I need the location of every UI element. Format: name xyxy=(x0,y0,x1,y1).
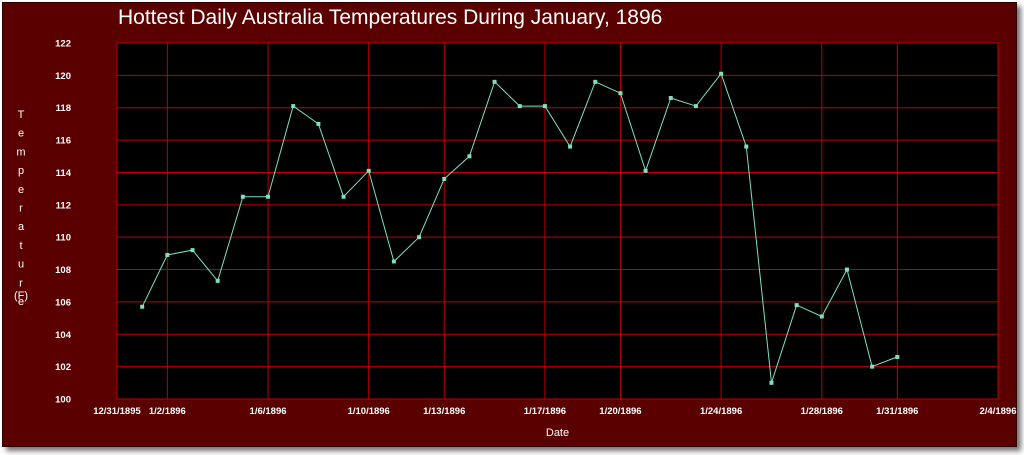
x-tick-label: 1/31/1896 xyxy=(876,406,918,417)
data-point xyxy=(190,248,195,253)
data-point xyxy=(693,104,698,109)
data-point xyxy=(542,104,547,109)
y-tick-label: 110 xyxy=(56,233,71,244)
y-axis-title-letter: a xyxy=(18,221,25,233)
data-point xyxy=(719,71,724,76)
y-axis-title-letter: r xyxy=(19,203,23,215)
y-axis-title: Temperature xyxy=(16,109,25,308)
data-point xyxy=(165,252,170,257)
y-axis-title-letter: T xyxy=(18,109,25,121)
y-tick-label: 112 xyxy=(56,200,71,211)
data-point xyxy=(568,144,573,149)
data-point xyxy=(492,79,497,84)
y-axis-title-letter: p xyxy=(18,165,24,177)
data-point xyxy=(467,154,472,159)
x-tick-label: 1/17/1896 xyxy=(524,406,566,417)
data-point xyxy=(291,104,296,109)
data-point xyxy=(417,235,422,240)
x-tick-label: 1/28/1896 xyxy=(801,406,843,417)
plot-area xyxy=(117,43,998,399)
y-axis-title-letter: u xyxy=(18,259,24,271)
y-tick-label: 116 xyxy=(56,136,71,147)
x-tick-label: 1/6/1896 xyxy=(250,406,287,417)
data-point xyxy=(870,364,875,369)
data-point xyxy=(769,380,774,385)
data-point xyxy=(517,104,522,109)
y-tick-label: 106 xyxy=(55,297,71,308)
y-axis-title-letter: t xyxy=(19,240,22,252)
y-tick-label: 122 xyxy=(55,39,71,50)
data-point xyxy=(240,194,245,199)
data-points xyxy=(140,71,900,385)
y-axis-title-letter: e xyxy=(18,128,24,140)
data-point xyxy=(819,314,824,319)
data-point xyxy=(391,259,396,264)
data-point xyxy=(215,278,220,283)
y-tick-label: 108 xyxy=(55,265,71,276)
data-point xyxy=(668,96,673,101)
data-point xyxy=(140,304,145,309)
y-tick-label: 100 xyxy=(55,395,71,406)
data-point xyxy=(618,91,623,96)
y-tick-label: 120 xyxy=(55,71,71,82)
data-point xyxy=(341,194,346,199)
x-tick-label: 1/20/1896 xyxy=(599,406,641,417)
data-point xyxy=(316,121,321,126)
chart-title: Hottest Daily Australia Temperatures Dur… xyxy=(118,6,663,29)
x-axis: 12/31/1895 1/2/1896 1/6/1896 1/10/1896 1/13/… xyxy=(93,406,1016,417)
x-tick-label: 1/24/1896 xyxy=(700,406,742,417)
y-axis-title-letter: e xyxy=(18,184,24,196)
y-tick-label: 104 xyxy=(55,330,72,341)
data-point xyxy=(442,176,447,181)
data-point xyxy=(844,267,849,272)
x-tick-label: 1/10/1896 xyxy=(348,406,390,417)
y-tick-label: 102 xyxy=(55,362,71,373)
data-point xyxy=(593,79,598,84)
y-axis-title-letter: m xyxy=(16,146,25,158)
y-tick-label: 114 xyxy=(56,168,72,179)
data-point xyxy=(744,144,749,149)
data-point xyxy=(794,303,799,308)
y-axis-title-letter: e xyxy=(18,296,24,308)
data-point xyxy=(366,168,371,173)
x-axis-title: Date xyxy=(546,427,569,439)
data-point xyxy=(266,194,271,199)
x-tick-label: 1/13/1896 xyxy=(423,406,465,417)
y-axis-unit: (F) xyxy=(14,290,28,302)
y-axis-title-letter: r xyxy=(19,277,23,289)
data-point xyxy=(643,168,648,173)
y-tick-label: 118 xyxy=(56,103,71,114)
y-axis: 100 102 104 106 108 110 112 114 116 118 120 122 xyxy=(55,39,72,406)
x-tick-label: 1/2/1896 xyxy=(149,406,186,417)
data-point xyxy=(895,354,900,359)
x-tick-label: 12/31/1895 xyxy=(93,406,141,417)
grid-layer xyxy=(116,42,999,400)
x-tick-label: 2/4/1896 xyxy=(980,406,1017,417)
